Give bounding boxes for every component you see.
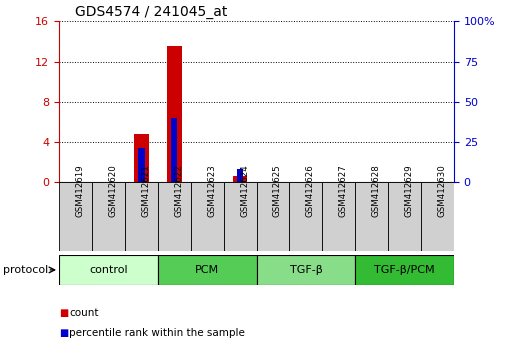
Text: GSM412630: GSM412630: [438, 164, 446, 217]
Text: control: control: [89, 265, 128, 275]
Text: GSM412620: GSM412620: [108, 164, 117, 217]
Text: GSM412621: GSM412621: [141, 164, 150, 217]
Bar: [59, 182, 92, 251]
Text: PCM: PCM: [195, 265, 219, 275]
Text: GSM412629: GSM412629: [405, 164, 413, 217]
Bar: [232, 176, 247, 182]
Bar: [134, 134, 149, 182]
Bar: [322, 182, 355, 251]
Text: GDS4574 / 241045_at: GDS4574 / 241045_at: [75, 5, 227, 19]
Text: percentile rank within the sample: percentile rank within the sample: [69, 328, 245, 338]
Bar: [167, 46, 182, 182]
Bar: [158, 255, 256, 285]
Text: GSM412626: GSM412626: [306, 164, 315, 217]
Text: GSM412628: GSM412628: [372, 164, 381, 217]
Bar: [158, 182, 191, 251]
Bar: [171, 118, 177, 182]
Bar: [224, 182, 256, 251]
Text: protocol: protocol: [3, 265, 48, 275]
Bar: [256, 182, 289, 251]
Bar: [59, 255, 158, 285]
Bar: [355, 182, 388, 251]
Bar: [191, 182, 224, 251]
Bar: [92, 182, 125, 251]
Bar: [236, 170, 243, 182]
Bar: [256, 255, 355, 285]
Text: TGF-β: TGF-β: [289, 265, 322, 275]
Text: GSM412623: GSM412623: [207, 164, 216, 217]
Text: GSM412619: GSM412619: [75, 164, 85, 217]
Bar: [125, 182, 158, 251]
Bar: [138, 148, 145, 182]
Text: GSM412627: GSM412627: [339, 164, 348, 217]
Text: GSM412624: GSM412624: [240, 164, 249, 217]
Text: ■: ■: [59, 328, 68, 338]
Text: TGF-β/PCM: TGF-β/PCM: [374, 265, 435, 275]
Bar: [289, 182, 322, 251]
Bar: [355, 255, 454, 285]
Bar: [421, 182, 454, 251]
Bar: [388, 182, 421, 251]
Text: GSM412625: GSM412625: [273, 164, 282, 217]
Text: GSM412622: GSM412622: [174, 164, 183, 217]
Text: count: count: [69, 308, 99, 318]
Text: ■: ■: [59, 308, 68, 318]
